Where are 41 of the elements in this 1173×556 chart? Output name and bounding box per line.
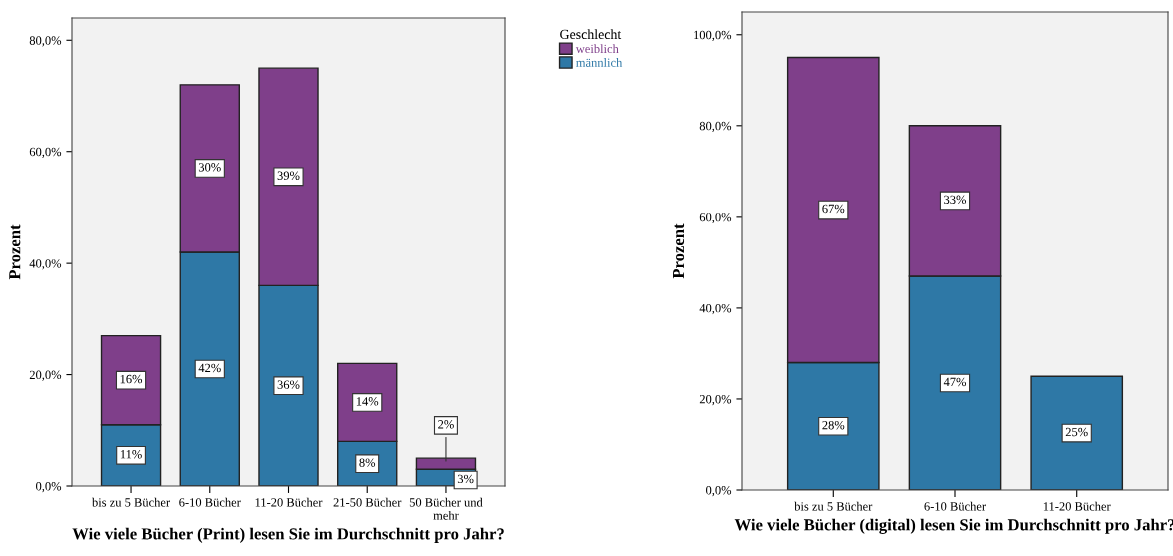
x-tick-label: 6-10 Bücher bbox=[924, 501, 986, 511]
data-label: 2% bbox=[438, 420, 454, 429]
y-tick-label: 0,0% bbox=[706, 486, 732, 497]
y-tick-label: 20,0% bbox=[699, 394, 732, 406]
x-tick-label: 6-10 Bücher bbox=[179, 497, 241, 507]
data-label: 16% bbox=[120, 374, 143, 384]
bar bbox=[1030, 375, 1124, 490]
data-label: 30% bbox=[198, 163, 221, 172]
y-axis-title: Prozent bbox=[673, 223, 685, 279]
y-tick-label: 0,0% bbox=[36, 482, 62, 493]
data-label: 36% bbox=[277, 380, 300, 389]
data-label: 42% bbox=[198, 363, 221, 373]
legend-label: weiblich bbox=[575, 44, 619, 54]
y-tick-label: 100,0% bbox=[694, 30, 732, 42]
legend-label: männlich bbox=[576, 58, 623, 67]
y-axis-title: Prozent bbox=[9, 224, 21, 280]
data-label: 3% bbox=[457, 474, 474, 484]
data-label: 14% bbox=[356, 397, 379, 406]
y-tick-label: 60,0% bbox=[699, 212, 732, 224]
data-label: 47% bbox=[943, 377, 967, 387]
x-axis-title: Wie viele Bücher (Print) lesen Sie im Durchschnitt pro Jahr? bbox=[72, 527, 504, 543]
data-label: 67% bbox=[822, 204, 845, 214]
y-tick-label: 40,0% bbox=[699, 303, 732, 315]
x-tick-label: bis zu 5 Bücher bbox=[91, 497, 170, 507]
x-tick-label: 11-20 Bücher bbox=[1043, 501, 1111, 511]
data-label: 25% bbox=[1065, 427, 1088, 437]
x-tick-label: 11-20 Bücher bbox=[255, 497, 323, 507]
legend-title: Geschlecht bbox=[560, 29, 622, 40]
data-label: 33% bbox=[944, 195, 967, 205]
x-tick-label: bis zu 5 Bücher bbox=[794, 501, 873, 511]
y-tick-label: 20,0% bbox=[29, 370, 62, 381]
y-tick-label: 60,0% bbox=[29, 147, 62, 158]
data-label: 8% bbox=[359, 458, 376, 467]
data-label: 39% bbox=[277, 171, 300, 180]
data-label: 28% bbox=[822, 420, 845, 430]
y-tick-label: 80,0% bbox=[699, 121, 732, 133]
y-tick-label: 80,0% bbox=[29, 36, 62, 47]
x-tick-label: 50 Bücher und mehr bbox=[409, 497, 483, 520]
x-tick-label: 21-50 Bücher bbox=[333, 497, 402, 507]
data-label: 11% bbox=[120, 450, 142, 459]
y-tick-label: 40,0% bbox=[29, 259, 62, 270]
